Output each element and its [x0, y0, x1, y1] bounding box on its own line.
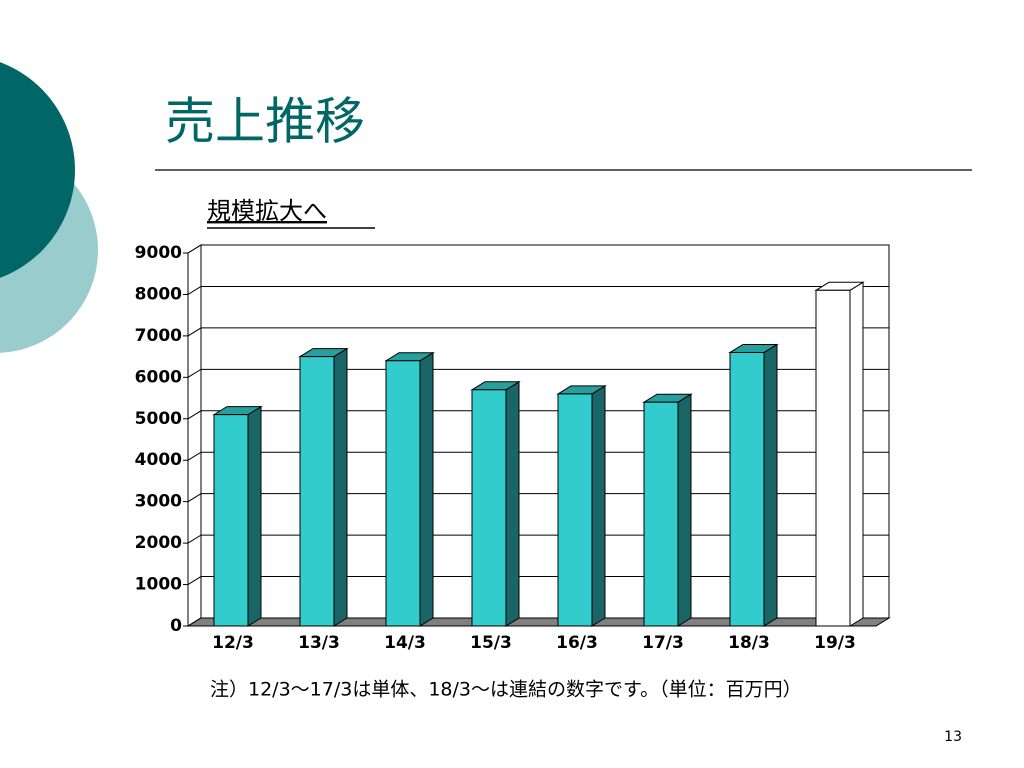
bar — [729, 351, 765, 627]
grid-line — [187, 285, 889, 295]
x-tick-label: 15/3 — [470, 633, 512, 653]
y-tick-label: 0 — [170, 616, 182, 636]
slide-title: 売上推移 — [165, 93, 365, 151]
y-tick-label: 6000 — [135, 367, 182, 387]
bar-side — [677, 393, 692, 627]
page-number: 13 — [944, 729, 962, 745]
bar-side — [247, 405, 262, 627]
floor — [186, 617, 891, 627]
y-tick-label: 9000 — [135, 243, 182, 263]
x-tick-label: 12/3 — [212, 633, 254, 653]
y-tick-label: 2000 — [135, 533, 182, 553]
grid-line — [187, 368, 889, 378]
y-tick-label: 1000 — [135, 575, 182, 595]
bar-side — [333, 347, 348, 627]
x-tick-label: 18/3 — [728, 633, 770, 653]
bar-side — [591, 385, 606, 627]
x-tick-label: 13/3 — [298, 633, 340, 653]
bar — [213, 414, 249, 627]
y-tick-label: 7000 — [135, 326, 182, 346]
bar — [385, 360, 421, 627]
bar-side — [849, 281, 864, 627]
bar-side — [763, 343, 778, 627]
bar — [299, 356, 335, 627]
bar — [557, 393, 593, 627]
decor-circle-dark — [0, 62, 75, 278]
side-wall — [187, 244, 202, 627]
x-tick-label: 17/3 — [642, 633, 684, 653]
y-tick-label: 4000 — [135, 450, 182, 470]
chart-subtitle: 規模拡大へ — [207, 197, 327, 225]
bar — [471, 389, 507, 627]
bar-side — [505, 380, 520, 627]
x-tick-label: 16/3 — [556, 633, 598, 653]
bar-side — [419, 351, 434, 627]
x-tick-label: 14/3 — [384, 633, 426, 653]
chart: 0 1000 2000 3000 4000 5000 6000 7000 8000 9000 12/… — [135, 243, 891, 653]
bar — [643, 401, 679, 627]
y-tick-label: 3000 — [135, 492, 182, 512]
grid-line — [187, 244, 889, 254]
y-tick-label: 5000 — [135, 409, 182, 429]
y-tick-label: 8000 — [135, 284, 182, 304]
chart-note: 注）12/3～17/3は単体、18/3～は連結の数字です。（単位：百万円） — [210, 679, 802, 701]
bar — [815, 289, 851, 627]
x-tick-label: 19/3 — [814, 633, 856, 653]
grid-line — [187, 327, 889, 337]
